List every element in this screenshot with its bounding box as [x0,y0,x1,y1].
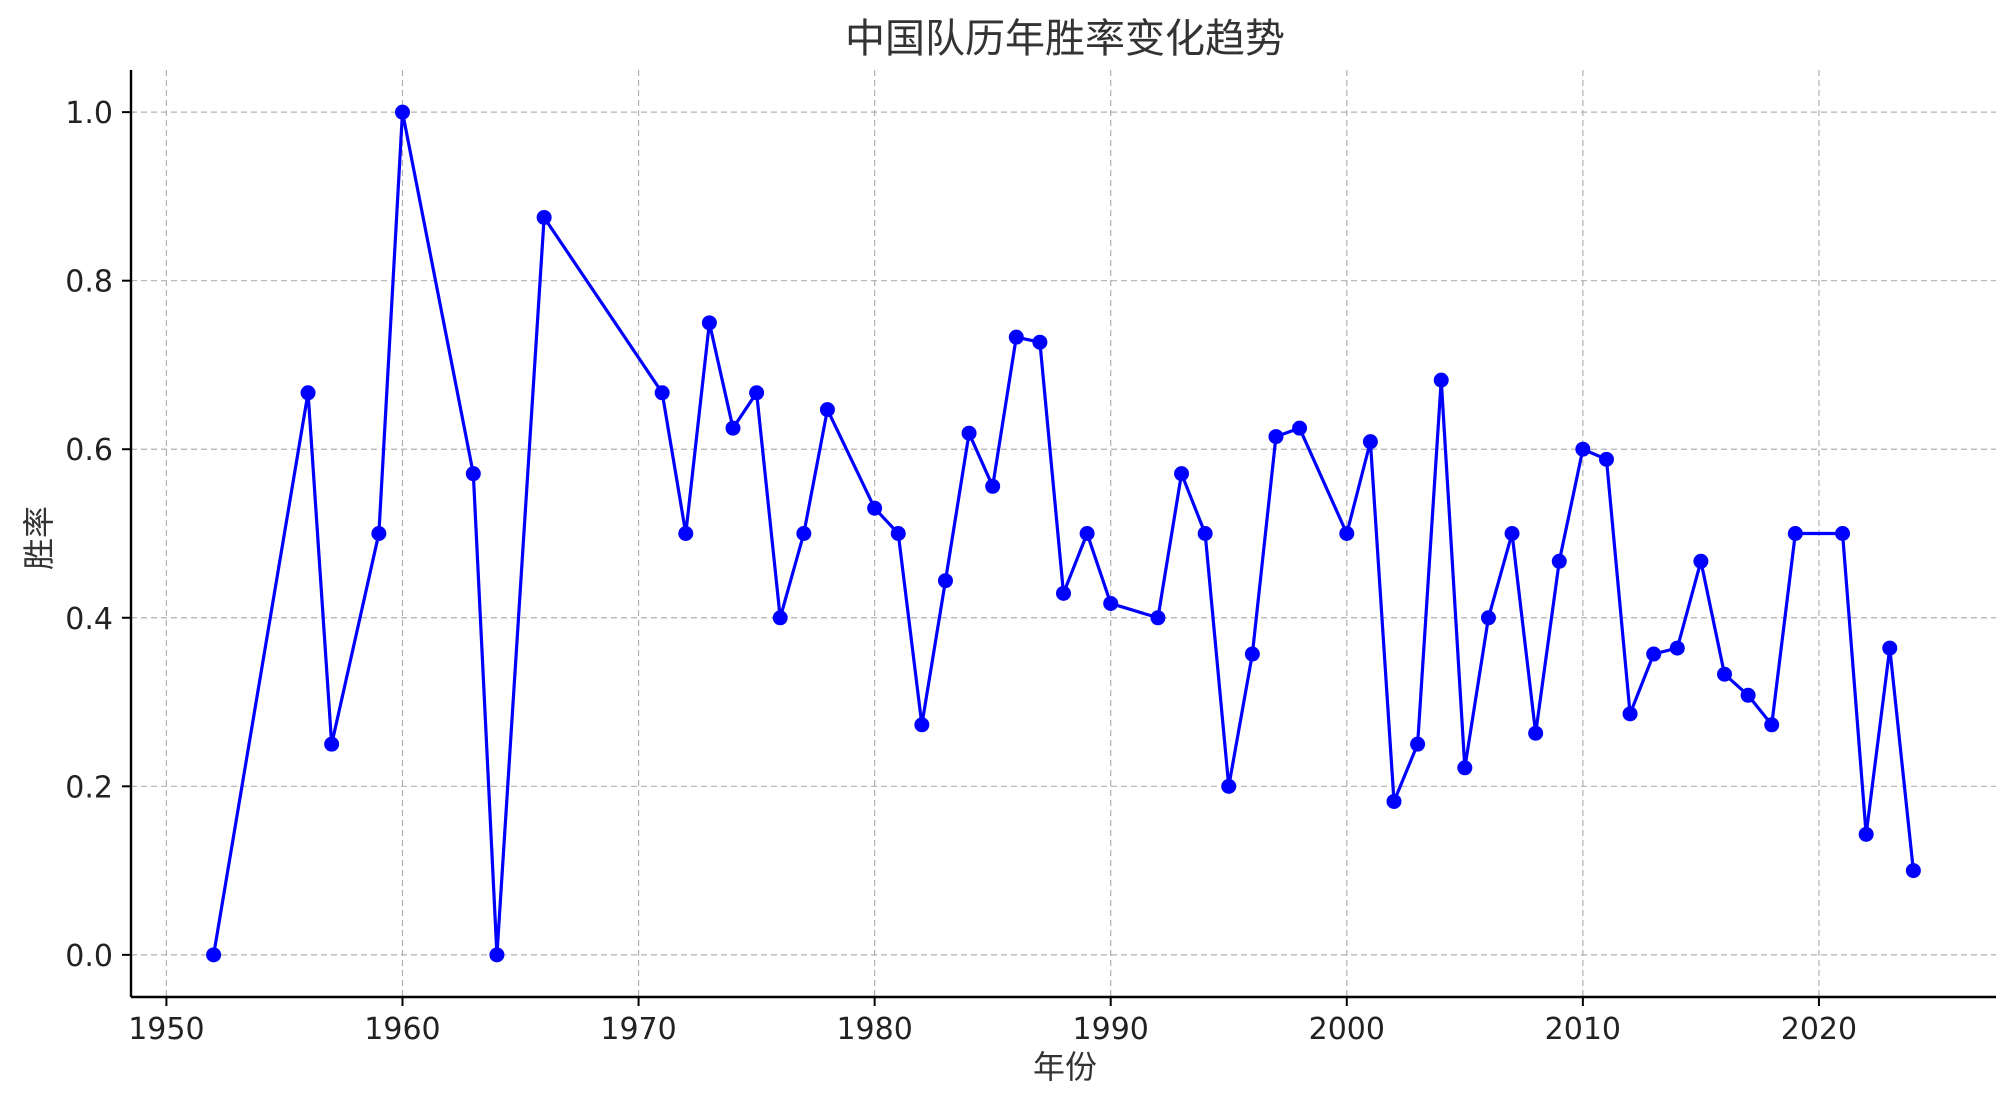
data-point [371,526,387,541]
data-point [1693,553,1709,569]
data-point [961,425,977,441]
data-point [772,610,788,626]
series-line [212,110,1915,957]
data-point [1835,526,1851,541]
x-tick-label: 2010 [1545,1012,1621,1047]
data-point [536,209,552,225]
series-layer [206,104,1921,963]
data-point [1056,585,1071,601]
data-point [1008,329,1024,345]
grid-layer [131,70,1996,997]
data-point [1103,595,1119,611]
data-point [1598,451,1614,467]
data-point [1882,640,1898,656]
data-point [1457,760,1473,776]
y-axis-title: 胜率 [20,506,58,570]
data-point [1717,666,1733,682]
data-point [1646,646,1662,662]
data-point [796,526,812,541]
data-point [654,385,670,401]
data-point [300,385,316,401]
x-tick-label: 1960 [364,1012,440,1047]
y-tick-label: 0.8 [65,265,113,300]
data-point [867,500,883,516]
data-point [1480,610,1496,626]
y-tick-label: 0.0 [65,939,113,974]
data-point [1221,778,1237,794]
data-point [985,478,1001,494]
data-point [1528,725,1544,741]
data-point [937,573,953,589]
data-point [1551,553,1567,569]
data-point [1740,687,1756,703]
y-tick-label: 0.4 [65,602,113,637]
data-point [394,104,410,120]
data-point [1386,793,1402,809]
data-point [1150,610,1166,626]
data-point [1362,434,1378,450]
x-tick-label: 2020 [1781,1012,1857,1047]
data-point [890,526,906,541]
data-point [1905,863,1921,879]
tick-layer: 1950 1960 1970 1980 1990 2000 2010 2020 0.0 0.2 0.… [65,96,1857,1047]
x-axis-title: 年份 [1033,1048,1097,1086]
data-point [206,947,222,963]
data-point [465,466,481,482]
data-point [914,717,930,733]
data-point [1575,441,1591,457]
data-point [678,526,694,541]
data-point [1174,466,1190,482]
data-point [1622,706,1638,722]
data-point [1787,526,1803,541]
data-point [1339,526,1355,541]
data-point [1197,526,1213,541]
y-tick-label: 1.0 [65,96,113,131]
data-point [1669,640,1685,656]
data-point [1244,646,1260,662]
x-tick-label: 1990 [1073,1012,1149,1047]
x-tick-label: 1980 [836,1012,912,1047]
data-point [749,385,765,401]
chart-title: 中国队历年胜率变化趋势 [845,16,1285,62]
data-point [1504,526,1520,541]
x-tick-label: 1970 [600,1012,676,1047]
data-point [725,420,741,436]
x-tick-label: 1950 [128,1012,204,1047]
y-tick-label: 0.6 [65,433,113,468]
x-tick-label: 2000 [1309,1012,1385,1047]
data-point [1410,736,1426,752]
data-point [1079,526,1095,541]
data-point [1032,334,1048,350]
axes-layer [129,70,1996,999]
data-point [1433,372,1449,388]
data-point [324,736,340,752]
data-point [819,402,835,418]
data-point [1764,717,1780,733]
data-point [489,947,505,963]
data-point [1292,420,1308,436]
y-tick-label: 0.2 [65,770,113,805]
data-point [701,315,717,331]
data-point [1268,429,1284,445]
data-point [1858,826,1874,842]
